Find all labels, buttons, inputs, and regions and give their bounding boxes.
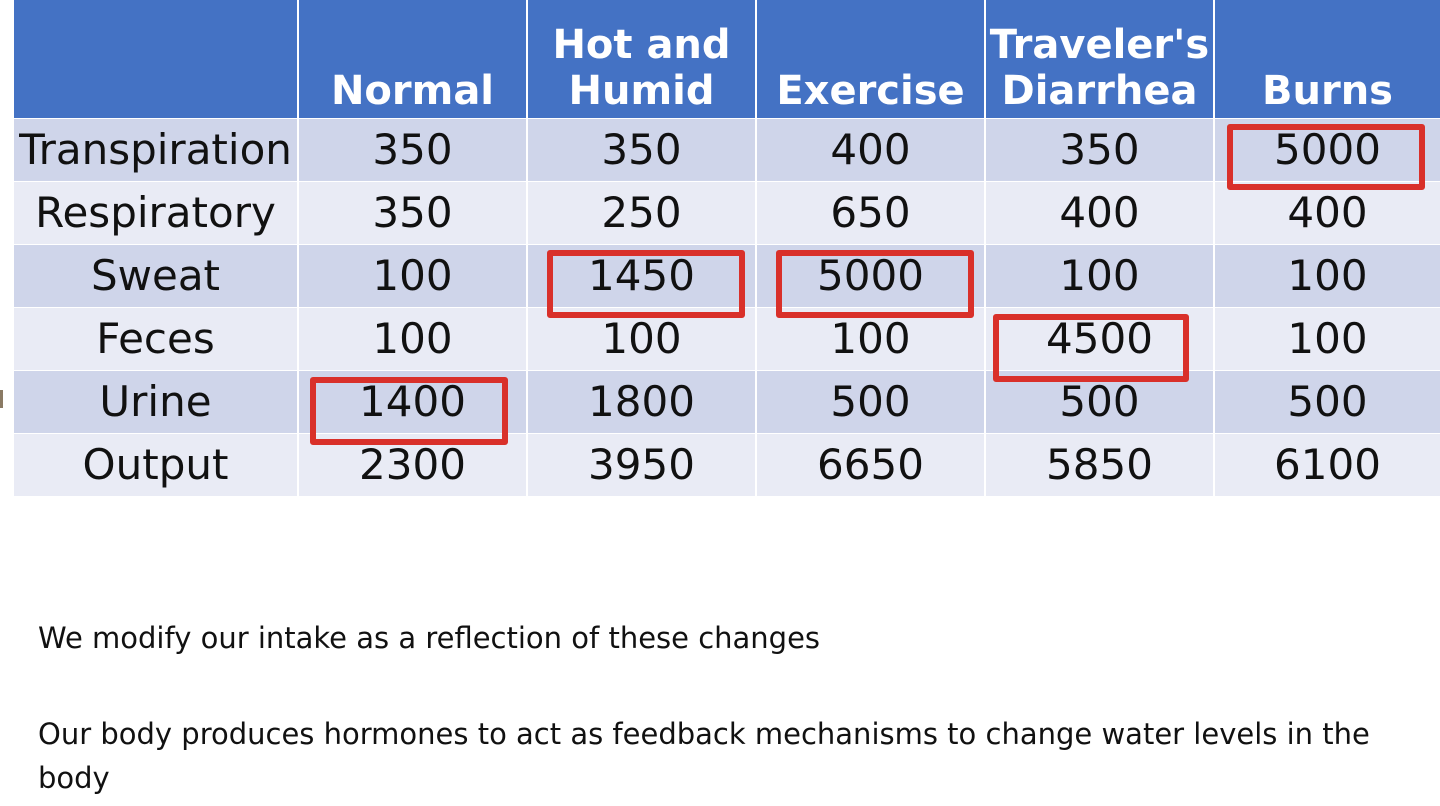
table-cell: 100 [527, 306, 757, 370]
header-travelers-diarrhea: Traveler's Diarrhea [985, 0, 1215, 118]
table-cell: 2300 [298, 432, 528, 496]
header-exercise: Exercise [756, 0, 986, 118]
water-output-table: Normal Hot and Humid Exercise Traveler's D… [14, 0, 1440, 496]
table-row-respiratory: Respiratory 350 250 650 400 400 [14, 180, 1440, 244]
table-cell: 350 [527, 117, 757, 181]
table-cell: 350 [985, 117, 1215, 181]
table-cell: 6650 [756, 432, 986, 496]
row-label: Sweat [14, 243, 299, 307]
table-cell: 500 [985, 369, 1215, 433]
header-burns: Burns [1214, 0, 1440, 118]
table-cell: 350 [298, 180, 528, 244]
table-cell: 6100 [1214, 432, 1440, 496]
header-row: Normal Hot and Humid Exercise Traveler's D… [14, 0, 1440, 118]
table-cell: 400 [756, 117, 986, 181]
table-cell: 500 [756, 369, 986, 433]
row-label: Urine [14, 369, 299, 433]
table-cell: 5000 [756, 243, 986, 307]
table-cell: 1450 [527, 243, 757, 307]
header-normal: Normal [298, 0, 528, 118]
table-cell: 5850 [985, 432, 1215, 496]
row-label: Feces [14, 306, 299, 370]
table-cell: 400 [1214, 180, 1440, 244]
table-cell: 400 [985, 180, 1215, 244]
table-cell: 250 [527, 180, 757, 244]
row-label: Output [14, 432, 299, 496]
table-row-sweat: Sweat 100 1450 5000 100 100 [14, 243, 1440, 307]
table-row-transpiration: Transpiration 350 350 400 350 5000 [14, 117, 1440, 181]
table-row-output: Output 2300 3950 6650 5850 6100 [14, 432, 1440, 496]
table-cell: 1800 [527, 369, 757, 433]
header-hot-and-humid: Hot and Humid [527, 0, 757, 118]
table-cell: 100 [1214, 306, 1440, 370]
row-label: Respiratory [14, 180, 299, 244]
edge-mark [0, 390, 3, 408]
table-cell: 100 [298, 243, 528, 307]
note-hormones: Our body produces hormones to act as fee… [38, 717, 1370, 795]
note-intake: We modify our intake as a reflection of … [38, 621, 821, 655]
table-cell: 5000 [1214, 117, 1440, 181]
row-label: Transpiration [14, 117, 299, 181]
table-cell: 3950 [527, 432, 757, 496]
header-corner [14, 0, 299, 118]
table-cell: 100 [985, 243, 1215, 307]
table-cell: 500 [1214, 369, 1440, 433]
table-cell: 1400 [298, 369, 528, 433]
table-cell: 4500 [985, 306, 1215, 370]
table-row-feces: Feces 100 100 100 4500 100 [14, 306, 1440, 370]
table-cell: 100 [756, 306, 986, 370]
table-cell: 650 [756, 180, 986, 244]
table-cell: 100 [1214, 243, 1440, 307]
table-cell: 350 [298, 117, 528, 181]
table-row-urine: Urine 1400 1800 500 500 500 [14, 369, 1440, 433]
table-cell: 100 [298, 306, 528, 370]
